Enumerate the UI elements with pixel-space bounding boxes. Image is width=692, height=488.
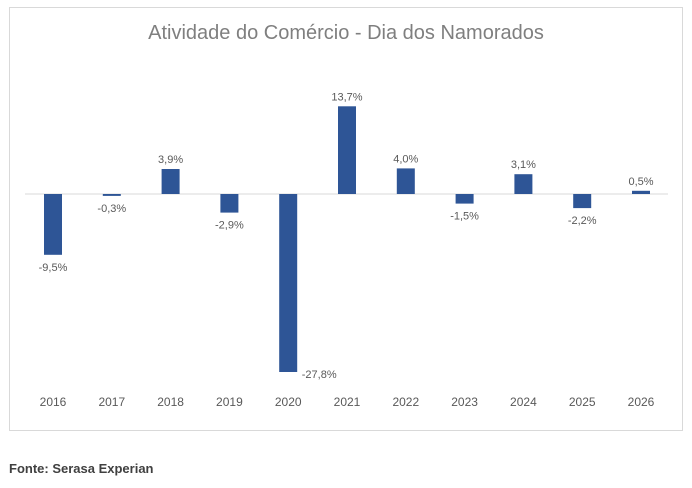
value-label-2024: 3,1% (511, 159, 536, 171)
value-labels-group: -9,5% -0,3% 3,9% -2,9% -27,8% 13,7% 4,0% -1,5% 3… (39, 91, 654, 381)
chart-frame: Atividade do Comércio - Dia dos Namorado… (9, 7, 683, 431)
source-note: Fonte: Serasa Experian (9, 461, 154, 476)
bar-2021 (338, 106, 356, 194)
category-label-2024: 2024 (510, 395, 537, 409)
category-label-2016: 2016 (40, 395, 67, 409)
value-label-2023: -1,5% (450, 211, 479, 223)
category-label-2022: 2022 (392, 395, 419, 409)
bar-2026 (632, 190, 650, 194)
category-label-2025: 2025 (569, 395, 596, 409)
category-label-2021: 2021 (334, 395, 361, 409)
bars-group (44, 106, 650, 372)
category-label-2020: 2020 (275, 395, 302, 409)
bar-2024 (514, 174, 533, 194)
value-label-2018: 3,9% (158, 154, 183, 166)
value-label-2022: 4,0% (393, 153, 418, 165)
value-label-2021: 13,7% (331, 91, 362, 103)
bar-2025 (573, 194, 592, 209)
value-label-2019: -2,9% (215, 220, 244, 232)
bar-2023 (455, 194, 474, 204)
bar-2018 (161, 169, 180, 194)
bar-2017 (102, 194, 121, 196)
category-label-2017: 2017 (98, 395, 125, 409)
category-label-2018: 2018 (157, 395, 184, 409)
category-label-2026: 2026 (628, 395, 655, 409)
bar-2019 (220, 194, 239, 213)
value-label-2017: -0,3% (97, 203, 126, 215)
value-label-2025: -2,2% (568, 215, 597, 227)
category-label-2019: 2019 (216, 395, 243, 409)
chart-title: Atividade do Comércio - Dia dos Namorado… (148, 22, 544, 44)
category-label-2023: 2023 (451, 395, 478, 409)
value-label-2026: 0,5% (628, 176, 653, 188)
bar-2022 (396, 168, 415, 194)
category-labels-group: 2016 2017 2018 2019 2020 2021 2022 2023 2024 2025… (40, 395, 655, 409)
bar-2016 (44, 194, 62, 255)
value-label-2016: -9,5% (39, 262, 68, 274)
bar-2020 (279, 194, 298, 372)
value-label-2020: -27,8% (302, 369, 337, 381)
